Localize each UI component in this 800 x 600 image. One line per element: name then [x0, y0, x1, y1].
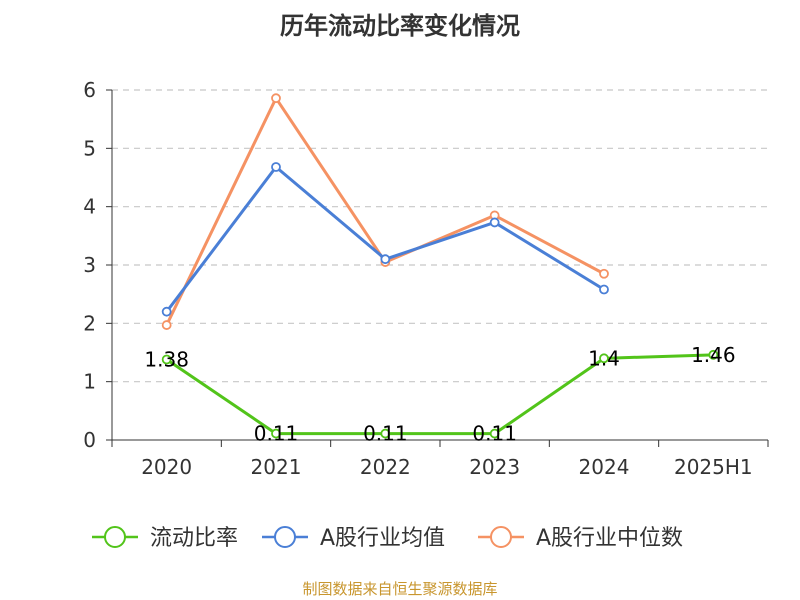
legend-marker — [490, 526, 512, 548]
data-point — [161, 306, 172, 317]
data-point — [599, 284, 609, 295]
data-point — [599, 268, 609, 279]
x-tick-label: 2023 — [469, 455, 520, 479]
x-tick-label: 2022 — [360, 455, 411, 479]
data-label: 0.11 — [254, 422, 299, 446]
data-label: 1.4 — [588, 346, 620, 370]
data-label: 1.46 — [691, 343, 736, 367]
legend-label: A股行业均值 — [320, 526, 445, 551]
data-point — [161, 320, 172, 330]
data-point — [271, 162, 281, 172]
data-label: 0.11 — [363, 422, 408, 446]
data-point — [161, 354, 172, 365]
x-tick-label: 2021 — [251, 455, 302, 479]
legend-marker — [274, 526, 296, 548]
y-tick-label: 0 — [83, 428, 96, 452]
data-point — [489, 217, 500, 228]
y-tick-label: 2 — [83, 311, 96, 335]
series-lines — [161, 93, 719, 439]
chart-title: 历年流动比率变化情况 — [280, 12, 520, 40]
data-point — [271, 428, 281, 439]
legend-label: A股行业中位数 — [536, 526, 683, 551]
axes: 0 1 2 3 4 5 6 2020 2021 2022 2023 2024 2025H1 — [83, 78, 769, 479]
data-label: 1.38 — [144, 348, 189, 372]
x-tick-label: 2025H1 — [674, 455, 753, 479]
y-tick-label: 4 — [83, 195, 96, 219]
x-tick-label: 2024 — [579, 455, 630, 479]
data-label: 0.11 — [472, 422, 517, 446]
y-tick-label: 6 — [83, 78, 96, 102]
y-tick-label: 3 — [83, 253, 96, 277]
series-line — [165, 353, 714, 436]
legend: 流动比率 A股行业均值 A股行业中位数 — [92, 526, 683, 551]
data-labels: 1.38 0.11 0.11 0.11 1.4 1.46 — [144, 343, 735, 446]
legend-label: 流动比率 — [150, 526, 238, 551]
data-point — [271, 93, 281, 104]
legend-marker — [104, 526, 126, 548]
source-note: 制图数据来自恒生聚源数据库 — [302, 580, 498, 598]
data-point — [380, 428, 391, 439]
y-tick-label: 1 — [83, 370, 96, 394]
data-point — [708, 349, 719, 360]
x-tick-label: 2020 — [141, 455, 192, 479]
data-point — [380, 254, 391, 265]
data-point — [489, 428, 500, 439]
data-point — [599, 353, 609, 364]
series-line — [165, 96, 605, 326]
y-tick-label: 5 — [83, 136, 96, 160]
